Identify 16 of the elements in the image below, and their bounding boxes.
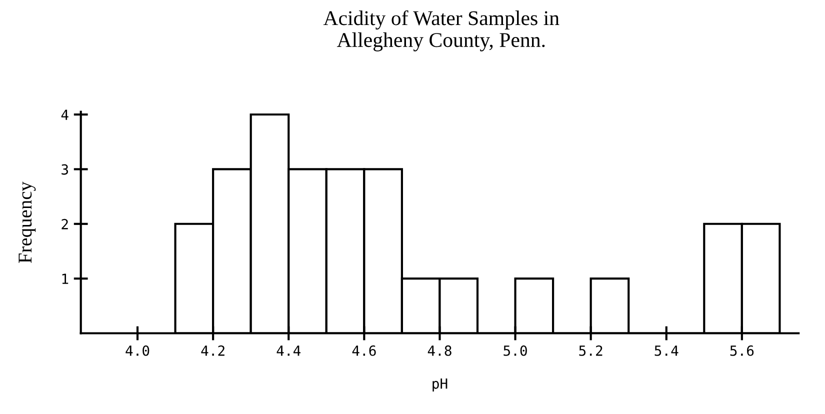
x-tick-label: 5.2 [579,345,602,356]
x-tick-label: 5.4 [654,346,678,356]
x-tick-label: 4.6 [352,345,376,356]
y-tick-label: 1 [62,274,68,284]
y-axis-title: Frequency [18,182,36,263]
chart-title: Acidity of Water Samples in Allegheny County, Penn. [323,10,560,52]
x-tick-label: 5.6 [730,345,754,356]
y-tick-label: 2 [62,218,68,230]
y-tick-label: 3 [62,164,68,175]
x-tick-label: 4.8 [428,345,452,356]
x-tick-label: 4.4 [276,346,300,356]
x-axis-title: pH [432,378,448,392]
x-tick-label: 5.0 [504,345,527,356]
x-tick-label: 4.2 [201,345,224,356]
x-tick-label: 4.0 [126,345,150,356]
y-tick-label: 4 [61,110,68,120]
